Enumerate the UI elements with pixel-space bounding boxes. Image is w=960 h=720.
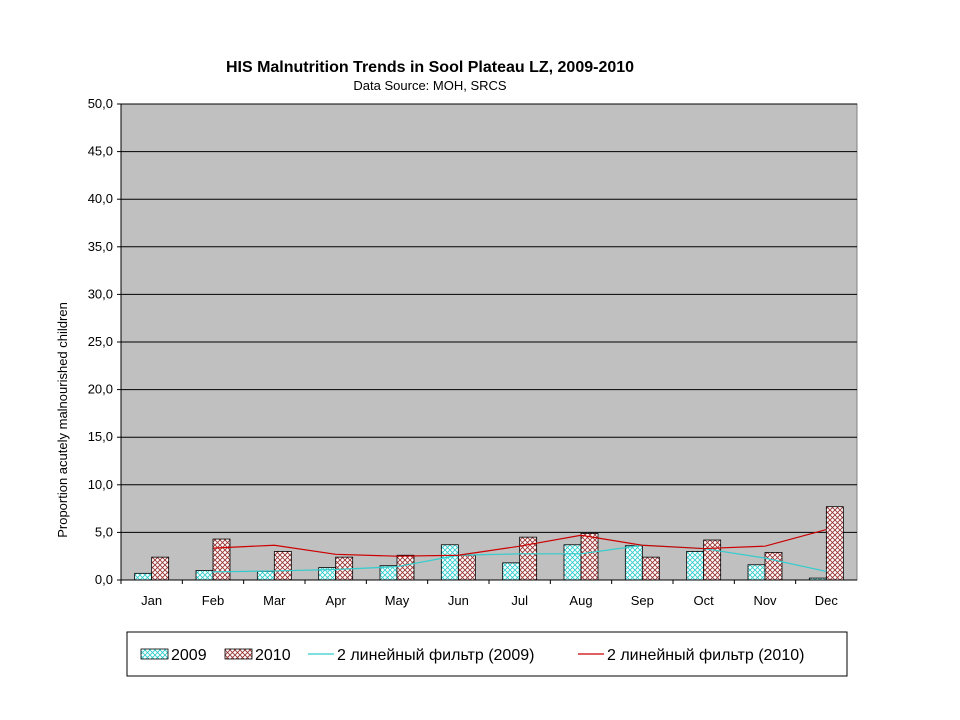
legend-label-trend-2010: 2 линейный фильтр (2010) <box>607 647 804 664</box>
chart-subtitle: Data Source: MOH, SRCS <box>353 78 506 93</box>
legend-label-2009: 2009 <box>171 647 207 664</box>
x-tick-label: Feb <box>202 593 224 608</box>
y-tick-label: 40,0 <box>88 191 113 206</box>
bar-2010-jan <box>151 556 170 581</box>
bar-2010-feb <box>212 538 231 581</box>
x-tick-label: Oct <box>694 593 715 608</box>
bar-2010-may <box>396 554 415 581</box>
y-tick-label: 30,0 <box>88 286 113 301</box>
bar-2010-sep <box>641 556 660 581</box>
x-tick-label: May <box>385 593 410 608</box>
trendlines <box>212 528 827 573</box>
y-tick-label: 35,0 <box>88 239 113 254</box>
bar-2009-sep <box>624 545 643 581</box>
bar-2009-feb <box>195 570 214 581</box>
bar-2010-jun <box>457 554 476 581</box>
bar-2009-jul <box>502 562 521 581</box>
legend: 2009 2010 2 линейный фильтр (2009) 2 лин… <box>126 631 848 677</box>
bar-2010-oct <box>703 539 722 581</box>
bar-2010-dec <box>825 506 844 581</box>
y-axis-ticks: 0,0 5,0 10,0 15,0 20,0 25,0 30,0 35,0 40,0 45,0 50… <box>88 96 122 587</box>
y-tick-label: 50,0 <box>88 96 113 111</box>
gridlines <box>121 103 857 533</box>
trendline-2009 <box>212 544 827 573</box>
x-tick-label: Jun <box>448 593 469 608</box>
x-tick-label: Apr <box>326 593 347 608</box>
y-tick-label: 45,0 <box>88 144 113 159</box>
y-tick-label: 25,0 <box>88 334 113 349</box>
bars <box>134 506 844 581</box>
legend-label-2010: 2010 <box>255 647 291 664</box>
x-tick-label: Aug <box>569 593 592 608</box>
y-tick-label: 15,0 <box>88 429 113 444</box>
legend-swatch-2009 <box>140 648 169 660</box>
y-tick-label: 5,0 <box>95 524 113 539</box>
x-tick-label: Sep <box>631 593 654 608</box>
bar-2009-jan <box>134 572 153 581</box>
bar-2009-aug <box>563 544 582 581</box>
bar-2009-oct <box>686 551 705 581</box>
bar-2010-nov <box>764 551 783 581</box>
x-tick-label: Jul <box>511 593 528 608</box>
bar-2009-jun <box>440 544 459 581</box>
bar-2010-mar <box>273 551 292 581</box>
y-axis-label: Proportion acutely malnourished children <box>55 302 70 538</box>
legend-label-trend-2009: 2 линейный фильтр (2009) <box>337 647 534 664</box>
x-tick-label: Dec <box>815 593 839 608</box>
y-tick-label: 20,0 <box>88 382 113 397</box>
legend-swatch-2010 <box>224 648 253 660</box>
y-tick-label: 0,0 <box>95 572 113 587</box>
x-tick-label: Nov <box>753 593 777 608</box>
x-tick-label: Jan <box>141 593 162 608</box>
trendline-2010 <box>212 528 827 557</box>
bar-2009-nov <box>747 564 766 581</box>
x-tick-label: Mar <box>263 593 286 608</box>
x-axis-ticks: Jan Feb Mar Apr May Jun Jul Aug Sep Oct Nov Dec <box>120 579 857 608</box>
bar-2010-aug <box>580 532 599 581</box>
chart-title: HIS Malnutrition Trends in Sool Plateau … <box>226 59 634 76</box>
y-tick-label: 10,0 <box>88 477 113 492</box>
bar-2009-mar <box>256 571 275 581</box>
